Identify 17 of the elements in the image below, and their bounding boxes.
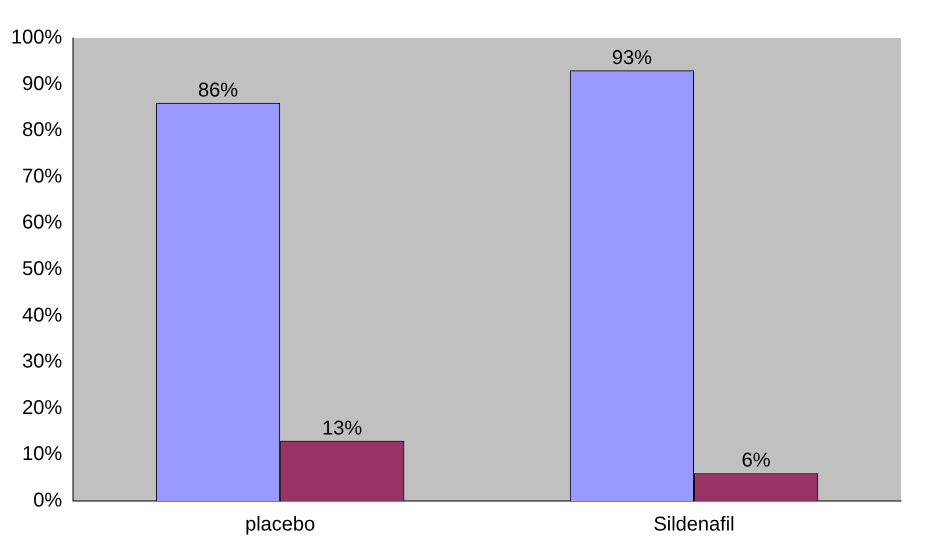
- y-tick-label: 40%: [22, 304, 62, 326]
- data-label: 86%: [198, 79, 238, 102]
- data-label: 13%: [322, 417, 362, 440]
- x-tick-label: Sildenafil: [653, 514, 735, 536]
- y-tick-label: 60%: [22, 212, 62, 234]
- data-label: 6%: [742, 450, 771, 472]
- y-tick-label: 50%: [22, 258, 62, 280]
- y-tick-label: 0%: [33, 490, 62, 512]
- x-tick-label: placebo: [245, 514, 316, 536]
- data-label: 93%: [612, 46, 652, 69]
- y-tick-label: 30%: [22, 350, 62, 373]
- y-tick-label: 80%: [22, 119, 62, 142]
- y-tick-label: 90%: [22, 72, 62, 95]
- y-tick-label: 100%: [10, 26, 62, 49]
- y-tick-label: 70%: [22, 165, 62, 188]
- y-tick-label: 10%: [22, 443, 62, 466]
- y-tick-label: 20%: [22, 396, 62, 419]
